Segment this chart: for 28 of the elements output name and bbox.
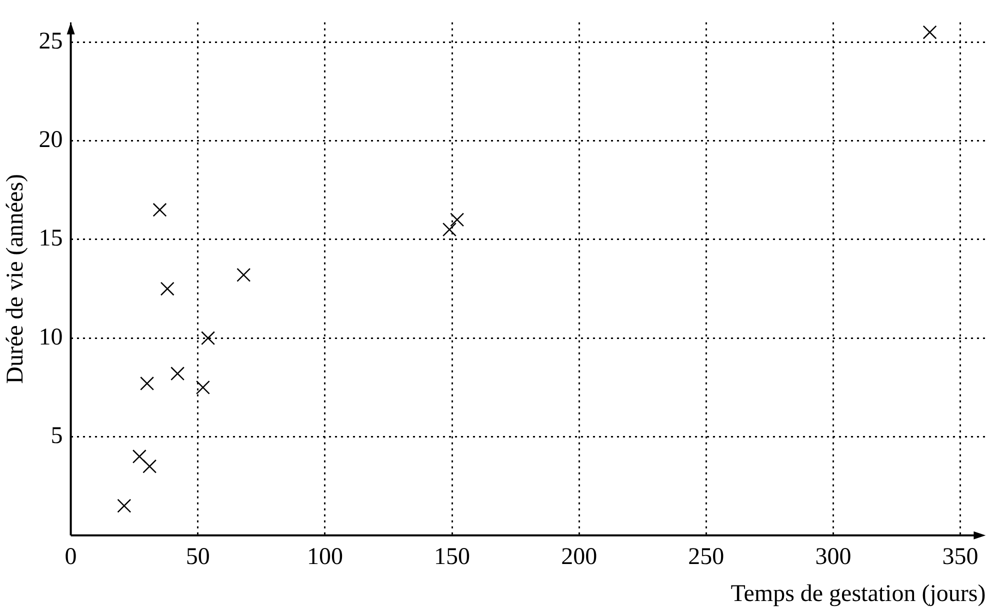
x-tick-label: 200 [561,544,598,570]
point [152,202,167,217]
y-tick-label: 20 [38,127,63,154]
point [142,459,157,474]
point [196,380,210,394]
point [236,268,251,282]
x-tick-label: 50 [186,544,210,570]
y-axis-title: Durée de vie (années) [2,174,29,384]
point [442,222,456,237]
y-tick-label: 15 [38,226,63,252]
point [170,366,185,381]
y-tick-label: 10 [38,324,63,350]
point [132,449,146,464]
point [450,212,464,227]
x-tick-label: 0 [64,544,77,570]
x-axis-title: Temps de gestation (jours) [730,580,986,607]
x-tick-label: 350 [942,544,978,570]
x-tick-label: 250 [688,544,724,570]
point [117,498,132,513]
x-tick-label: 300 [815,544,852,570]
point [201,331,216,346]
point [140,376,154,390]
x-tick-label: 150 [434,544,470,570]
y-tick-label: 25 [38,28,63,54]
point [160,282,174,296]
y-tick-label: 5 [50,423,63,450]
point [922,25,937,40]
x-tick-label: 100 [306,544,343,570]
